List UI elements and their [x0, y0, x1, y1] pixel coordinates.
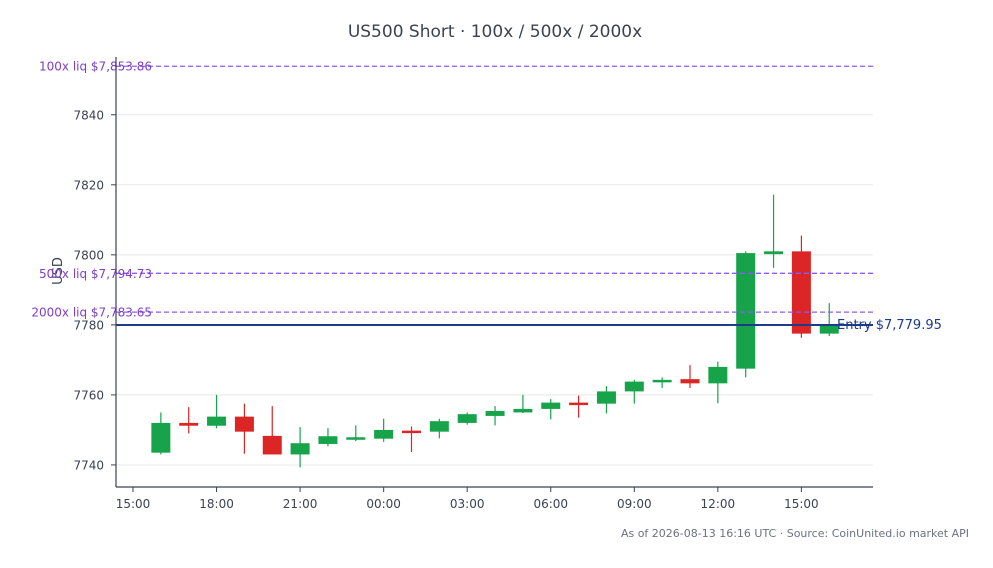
- candle-body: [513, 408, 533, 413]
- candle-body: [207, 416, 227, 426]
- chart-title: US500 Short · 100x / 500x / 2000x: [348, 22, 642, 42]
- source-footer: As of 2026-08-13 16:16 UTC · Source: Coi…: [621, 527, 969, 540]
- y-tick-label: 7800: [73, 248, 104, 262]
- candle-body: [624, 381, 644, 392]
- candle-body: [736, 253, 756, 369]
- candle-body: [708, 366, 728, 384]
- liq-500x-label: 500x liq $7,794.73: [39, 267, 152, 281]
- y-tick-label: 7820: [73, 178, 104, 192]
- x-tick-label: 09:00: [617, 497, 652, 511]
- x-tick-label: 03:00: [450, 497, 485, 511]
- price-levels: 100x liq $7,853.86 500x liq $7,794.73 2000…: [31, 60, 942, 333]
- x-tick-label: 18:00: [199, 497, 234, 511]
- candle-body: [262, 435, 282, 455]
- candle-body: [541, 402, 561, 409]
- candle-body: [290, 443, 310, 455]
- candle-body: [569, 402, 589, 406]
- x-tick-label: 00:00: [366, 497, 401, 511]
- x-tick-label: 15:00: [784, 497, 819, 511]
- liq-2000x-label: 2000x liq $7,783.65: [31, 306, 152, 320]
- liq-100x-label: 100x liq $7,853.86: [39, 60, 152, 74]
- x-tick-label: 12:00: [701, 497, 736, 511]
- x-tick-label: 15:00: [116, 497, 151, 511]
- y-tick-label: 7760: [73, 388, 104, 402]
- axes: 7740 7760 7780 7800 7820 7840 15:00 18:00 21:00 0…: [73, 57, 873, 511]
- candle-body: [819, 324, 839, 334]
- candle-body: [374, 429, 394, 439]
- x-tick-label: 06:00: [533, 497, 568, 511]
- y-tick-label: 7840: [73, 108, 104, 122]
- candle-body: [457, 414, 477, 423]
- y-tick-label: 7740: [73, 458, 104, 472]
- candles: [151, 194, 839, 468]
- candle-body: [764, 251, 784, 255]
- y-tick-label: 7780: [73, 318, 104, 332]
- candle-body: [485, 411, 505, 416]
- candle-body: [402, 430, 421, 434]
- candle-body: [179, 422, 199, 426]
- candle-body: [596, 391, 616, 404]
- y-axis-label: USD: [51, 257, 66, 285]
- candle-body: [234, 416, 254, 432]
- candle-body: [151, 422, 171, 453]
- candle-body: [346, 437, 366, 440]
- candle-body: [680, 379, 700, 384]
- entry-label: Entry $7,779.95: [837, 318, 942, 333]
- candle-body: [318, 436, 338, 444]
- candle-body: [429, 421, 449, 432]
- candle-body: [652, 379, 672, 383]
- x-tick-label: 21:00: [283, 497, 318, 511]
- candle-body: [791, 251, 811, 334]
